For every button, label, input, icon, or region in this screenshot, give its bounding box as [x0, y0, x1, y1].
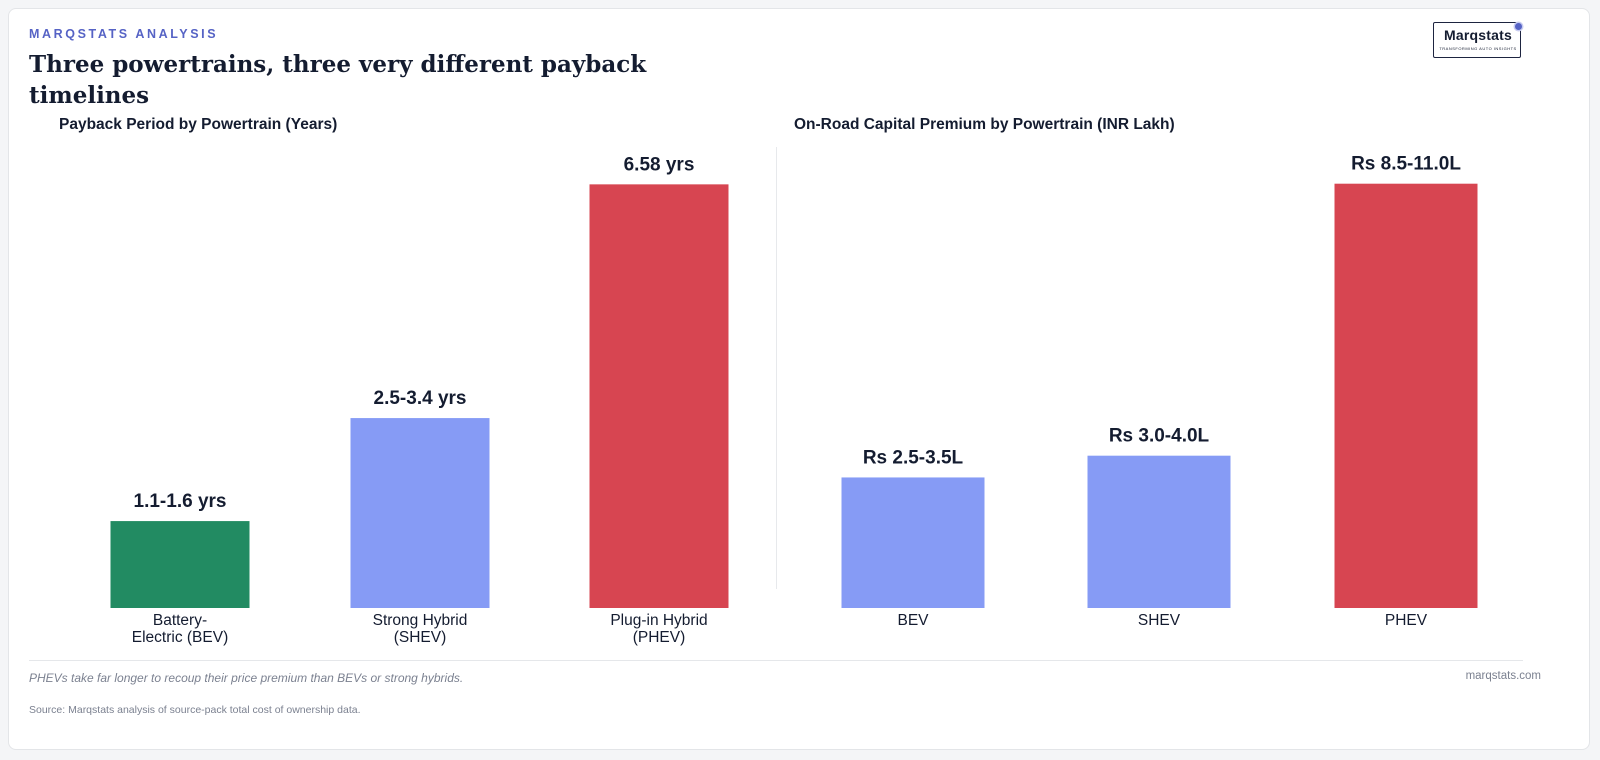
- logo-wordmark: Marqstats: [1444, 27, 1512, 43]
- payback-bar-2: [350, 418, 490, 608]
- premium-bar-1: [841, 477, 985, 608]
- premium-data-label-3: Rs 8.5-11.0L: [1351, 154, 1461, 175]
- premium-bar-chart: Rs 2.5-3.5L BEV Rs 3.0-4.0L SHEV Rs 8.5-11.0…: [841, 154, 1478, 629]
- chart-card: [8, 8, 1590, 750]
- premium-tick-label-3: PHEV: [1385, 612, 1428, 629]
- logo-tagline: TRANSFORMING AUTO INSIGHTS: [1439, 46, 1517, 51]
- payback-bar-3: [589, 184, 729, 608]
- right-chart-title: On-Road Capital Premium by Powertrain (I…: [794, 116, 1175, 133]
- logo-dot-icon: [1515, 23, 1522, 30]
- payback-data-label-3: 6.58 yrs: [624, 154, 695, 175]
- payback-tick-label-2: Strong Hybrid (SHEV): [373, 612, 468, 646]
- premium-bar-3: [1334, 183, 1478, 608]
- premium-data-label-2: Rs 3.0-4.0L: [1109, 426, 1210, 447]
- page-title: Three powertrains, three very different …: [29, 51, 647, 109]
- charts-canvas: 1.1-1.6 yrs Battery-Electric (BEV) 2.5-3.4…: [110, 154, 1478, 646]
- payback-data-label-1: 1.1-1.6 yrs: [134, 491, 227, 512]
- footer-divider: [29, 660, 1523, 661]
- payback-tick-label-3: Plug-in Hybrid (PHEV): [610, 612, 707, 646]
- kicker-label: MARQSTATS ANALYSIS: [29, 27, 219, 41]
- premium-data-label-1: Rs 2.5-3.5L: [863, 447, 964, 468]
- premium-bar-2: [1087, 455, 1231, 608]
- panel-divider: [776, 147, 777, 589]
- brand-logo: Marqstats TRANSFORMING AUTO INSIGHTS: [1433, 22, 1521, 58]
- footer-source: Source: Marqstats analysis of source-pac…: [29, 704, 361, 716]
- payback-bar-1: [110, 521, 250, 608]
- left-chart-title: Payback Period by Powertrain (Years): [59, 116, 338, 133]
- premium-tick-label-2: SHEV: [1138, 612, 1181, 629]
- footer-site-link[interactable]: marqstats.com: [1465, 670, 1541, 682]
- premium-tick-label-1: BEV: [897, 612, 929, 629]
- footer-takeaway: PHEVs take far longer to recoup their pr…: [29, 671, 464, 685]
- payback-data-label-2: 2.5-3.4 yrs: [374, 388, 467, 409]
- payback-tick-label-1: Battery-Electric (BEV): [132, 612, 228, 646]
- payback-bar-chart: 1.1-1.6 yrs Battery-Electric (BEV) 2.5-3.4…: [110, 154, 729, 646]
